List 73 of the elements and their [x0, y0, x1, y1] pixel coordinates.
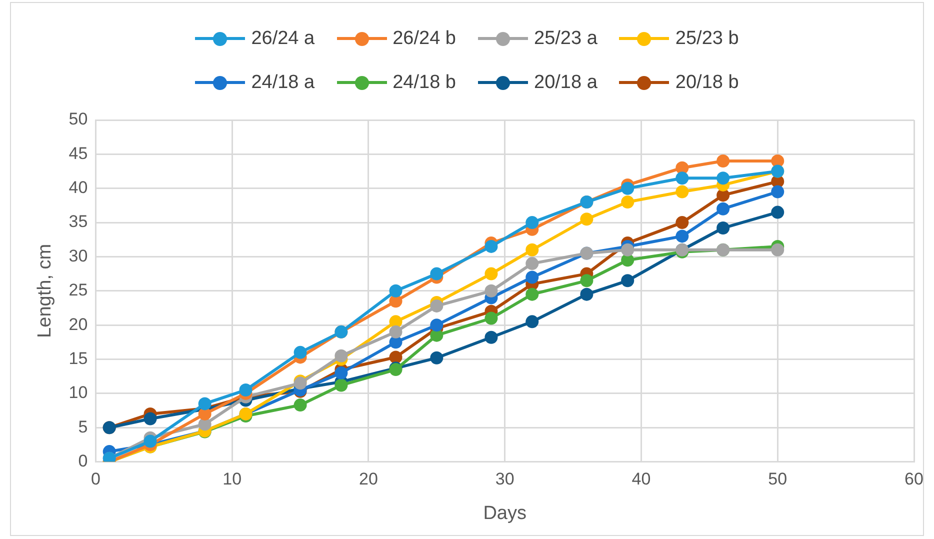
point	[676, 216, 689, 230]
point	[389, 325, 402, 338]
point	[771, 206, 784, 219]
point	[430, 351, 444, 364]
point	[430, 318, 444, 332]
point	[484, 240, 498, 253]
x-axis-title: Days	[483, 502, 527, 524]
x-tick-label: 10	[222, 470, 242, 489]
y-tick-label: 50	[68, 110, 88, 129]
point	[580, 288, 594, 301]
point	[676, 230, 689, 243]
point	[621, 243, 634, 256]
point	[676, 185, 689, 198]
point	[526, 243, 539, 256]
y-tick-label: 10	[68, 383, 88, 402]
legend-label: 26/24 b	[392, 28, 456, 50]
y-tick-label: 25	[68, 280, 88, 300]
point	[526, 315, 539, 328]
y-tick-label: 5	[78, 417, 88, 436]
y-tick-label: 0	[78, 451, 88, 470]
point	[334, 378, 348, 392]
y-axis-title: Length, cm	[34, 244, 56, 338]
y-tick-label: 45	[68, 144, 88, 163]
x-tick-label: 40	[632, 470, 651, 489]
point	[294, 398, 307, 412]
point	[771, 185, 784, 198]
y-tick-label: 30	[68, 246, 88, 266]
point	[526, 288, 539, 301]
point	[621, 196, 634, 209]
legend-label: 26/24 a	[251, 28, 315, 50]
point	[526, 257, 539, 270]
y-tick-label: 20	[68, 314, 88, 334]
point	[144, 434, 157, 448]
y-tick-label: 15	[68, 348, 88, 368]
point	[389, 284, 402, 298]
point	[144, 412, 157, 426]
point	[484, 312, 498, 325]
point	[334, 349, 348, 362]
point	[484, 330, 498, 344]
point	[198, 397, 212, 410]
legend-label: 24/18 b	[392, 72, 456, 94]
x-tick-label: 0	[90, 470, 100, 489]
point	[430, 299, 444, 312]
point	[580, 212, 594, 226]
point	[580, 274, 594, 288]
x-tick-label: 60	[904, 470, 924, 489]
point	[239, 384, 252, 397]
point	[716, 222, 730, 235]
legend-label: 24/18 a	[251, 72, 315, 94]
point	[430, 267, 444, 280]
y-tick-label: 35	[68, 212, 88, 232]
legend-label: 25/23 b	[675, 28, 739, 50]
point	[676, 172, 689, 185]
point	[716, 172, 730, 185]
legend-label: 25/23 a	[534, 28, 598, 50]
x-tick-label: 50	[768, 470, 788, 489]
y-tick-label: 40	[68, 178, 88, 198]
point	[526, 216, 539, 230]
point	[484, 284, 498, 298]
point	[621, 182, 634, 195]
x-tick-label: 20	[359, 470, 378, 489]
x-tick-label: 30	[495, 470, 514, 489]
point	[484, 267, 498, 280]
legend-label: 20/18 b	[675, 72, 739, 94]
point	[716, 154, 730, 168]
point	[621, 274, 634, 288]
point	[526, 270, 539, 284]
legend-label: 20/18 a	[534, 72, 598, 94]
point	[716, 202, 730, 216]
point	[771, 243, 784, 256]
point	[334, 366, 348, 380]
point	[389, 350, 402, 364]
point	[294, 346, 307, 359]
